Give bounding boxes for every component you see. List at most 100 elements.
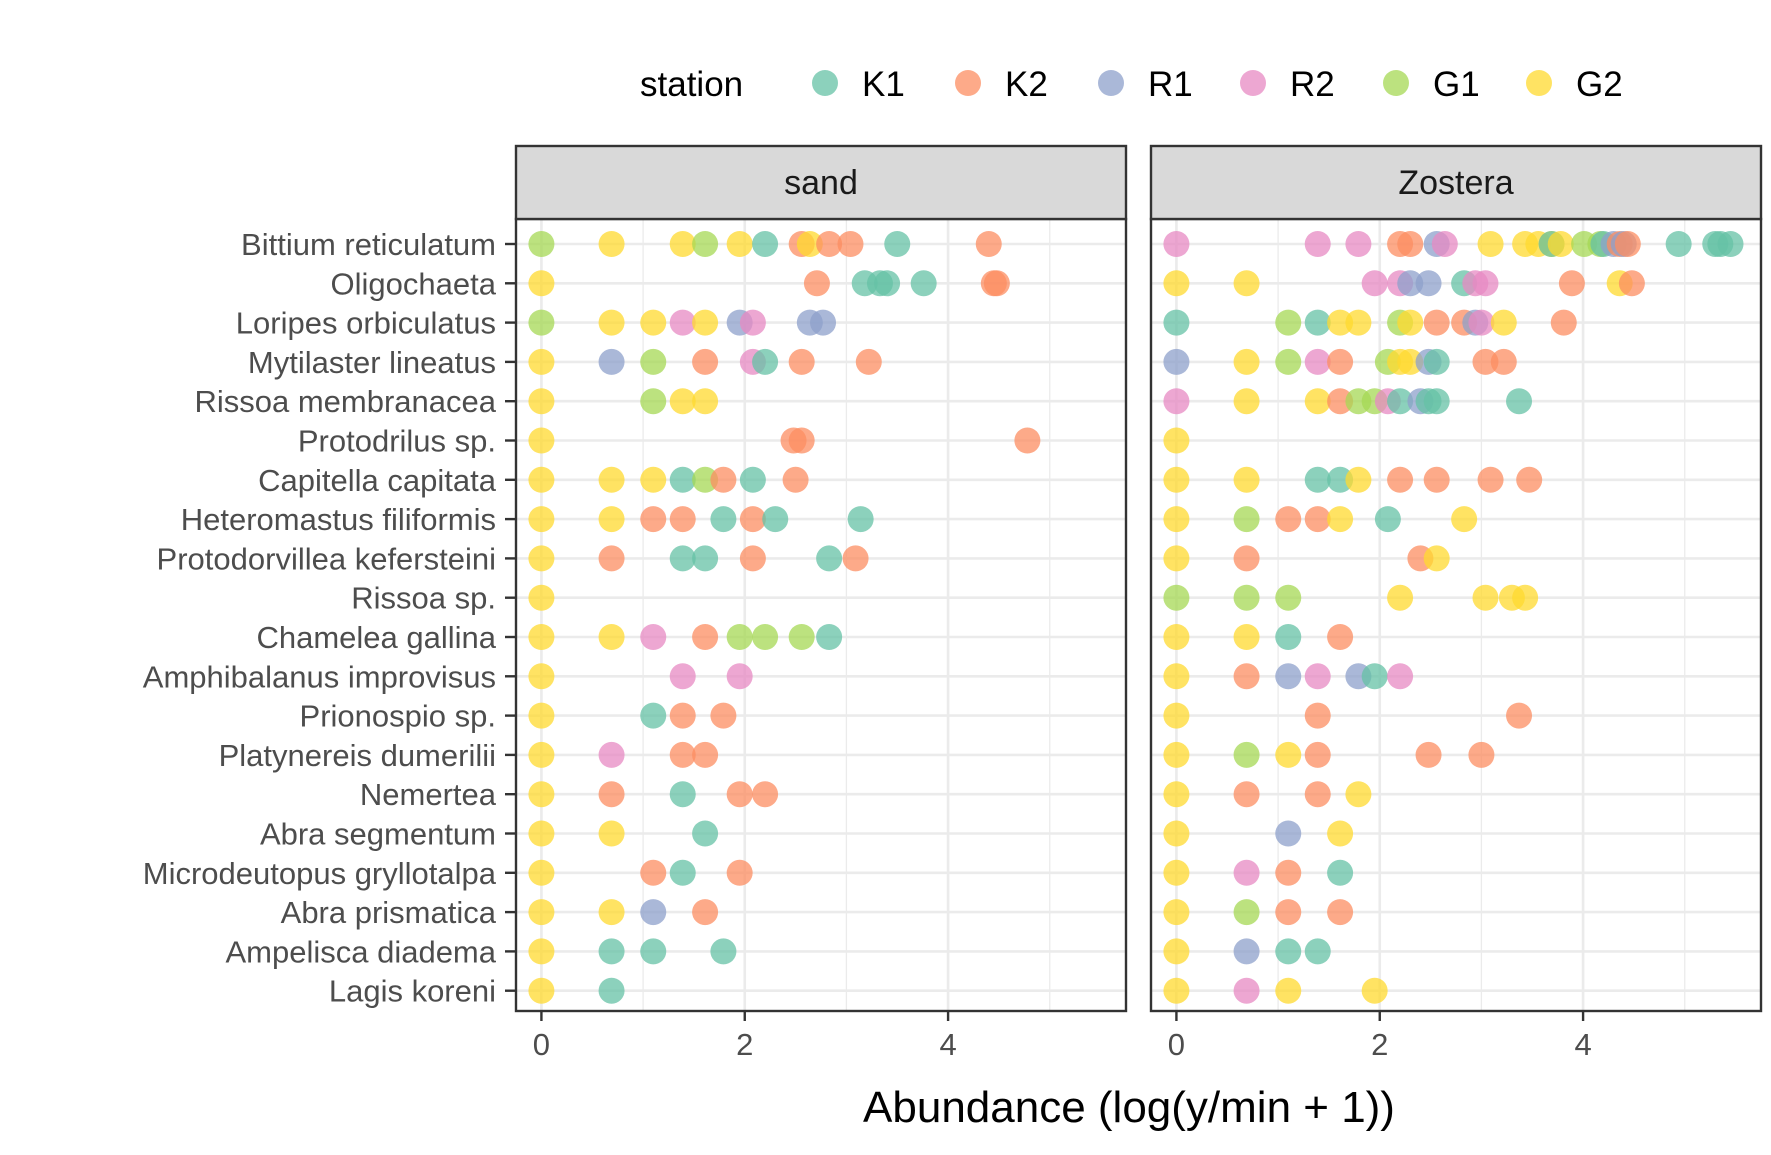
data-point: [1361, 977, 1388, 1004]
data-point: [598, 348, 625, 375]
panel-zostera: Zostera 0 2 4: [1149, 144, 1763, 1062]
data-point: [1614, 231, 1641, 257]
data-point: [1423, 466, 1450, 493]
data-point: [640, 899, 667, 926]
x-tick-label: 2: [1371, 1027, 1388, 1062]
data-point: [710, 938, 737, 965]
data-point: [598, 231, 625, 257]
data-point: [528, 741, 555, 768]
data-point: [1275, 820, 1302, 847]
panel-sand: sand 0 2 4: [514, 144, 1128, 1062]
legend-key-g1: [1383, 70, 1409, 96]
data-point: [1327, 348, 1354, 375]
data-point: [1163, 899, 1190, 926]
data-point: [669, 388, 696, 415]
data-point: [1327, 820, 1354, 847]
species-label-mytilaster-lineatus: Mytilaster lineatus: [248, 345, 496, 380]
data-point: [1233, 663, 1260, 690]
data-point: [1275, 584, 1302, 611]
data-point: [528, 545, 555, 572]
data-point: [855, 348, 882, 375]
data-point: [528, 859, 555, 886]
data-point: [1275, 348, 1302, 375]
data-point: [1163, 859, 1190, 886]
species-label-amphibalanus-improvisus: Amphibalanus improvisus: [143, 659, 496, 694]
data-point: [1304, 348, 1331, 375]
data-point: [1387, 388, 1414, 415]
data-point: [1163, 231, 1190, 257]
data-point: [528, 584, 555, 611]
data-point: [1233, 466, 1260, 493]
species-label-prionospio-sp: Prionospio sp.: [300, 699, 496, 734]
data-point: [1516, 466, 1543, 493]
data-point: [1233, 584, 1260, 611]
data-point: [640, 859, 667, 886]
species-label-heteromastus-filiformis: Heteromastus filiformis: [181, 502, 496, 537]
x-tick-label: 2: [736, 1027, 753, 1062]
panel-background: [1151, 219, 1761, 1011]
data-point: [598, 545, 625, 572]
data-point: [1233, 270, 1260, 297]
data-point: [1233, 545, 1260, 572]
panels: sand 0 2 4 Zostera 0 2 4: [514, 144, 1763, 1062]
data-point: [1361, 663, 1388, 690]
data-point: [1233, 977, 1260, 1004]
data-point: [598, 977, 625, 1004]
legend-item-k1: K1: [812, 65, 905, 104]
legend-key-k2: [955, 70, 981, 96]
data-point: [598, 741, 625, 768]
data-point: [1233, 624, 1260, 650]
data-point: [1397, 231, 1424, 257]
species-label-rissoa-membranacea: Rissoa membranacea: [194, 384, 496, 419]
data-point: [1423, 545, 1450, 572]
data-point: [528, 231, 555, 257]
data-point: [1327, 859, 1354, 886]
data-point: [528, 977, 555, 1004]
data-point: [1423, 348, 1450, 375]
data-point: [528, 624, 555, 650]
data-point: [1163, 270, 1190, 297]
data-point: [788, 624, 815, 650]
data-point: [528, 702, 555, 729]
data-point: [669, 702, 696, 729]
data-point: [692, 231, 719, 257]
data-point: [669, 741, 696, 768]
data-point: [1472, 348, 1499, 375]
data-point: [1345, 309, 1372, 336]
data-point: [1275, 741, 1302, 768]
data-point: [1275, 977, 1302, 1004]
species-label-abra-prismatica: Abra prismatica: [281, 895, 497, 930]
species-label-rissoa-sp: Rissoa sp.: [351, 581, 496, 616]
x-tick-label: 0: [1168, 1027, 1185, 1062]
legend: station K1 K2 R1 R2 G1 G2: [640, 65, 1623, 104]
data-point: [1163, 820, 1190, 847]
data-point: [1275, 899, 1302, 926]
x-tick-label: 4: [939, 1027, 956, 1062]
data-point: [1275, 938, 1302, 965]
data-point: [528, 309, 555, 336]
data-point: [1163, 584, 1190, 611]
data-point: [669, 859, 696, 886]
data-point: [1014, 427, 1041, 454]
species-label-abra-segmentum: Abra segmentum: [260, 817, 496, 852]
legend-key-k1: [812, 70, 838, 96]
data-point: [1163, 427, 1190, 454]
data-point: [1472, 584, 1499, 611]
data-point: [1275, 859, 1302, 886]
legend-label-g2: G2: [1576, 65, 1623, 104]
legend-label-g1: G1: [1433, 65, 1480, 104]
data-point: [669, 781, 696, 808]
data-point: [528, 388, 555, 415]
species-label-nemertea: Nemertea: [360, 777, 497, 812]
data-point: [640, 388, 667, 415]
data-point: [1233, 899, 1260, 926]
data-point: [1477, 231, 1504, 257]
data-point: [1477, 466, 1504, 493]
data-point: [1423, 309, 1450, 336]
legend-label-r2: R2: [1290, 65, 1335, 104]
data-point: [692, 545, 719, 572]
data-point: [1387, 663, 1414, 690]
x-tick-label: 4: [1574, 1027, 1591, 1062]
data-point: [1275, 624, 1302, 650]
